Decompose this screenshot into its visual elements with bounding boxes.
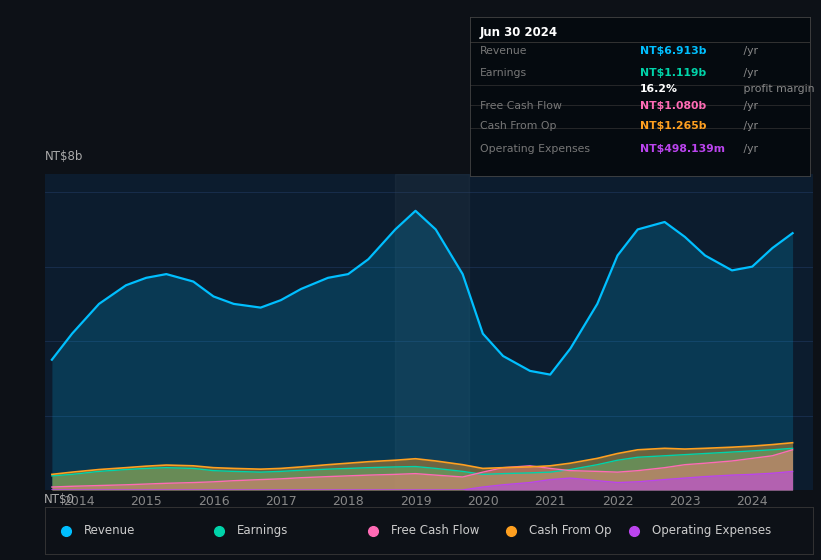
Text: Cash From Op: Cash From Op — [529, 524, 612, 537]
Text: Jun 30 2024: Jun 30 2024 — [479, 26, 558, 39]
Text: /yr: /yr — [741, 46, 759, 57]
Text: NT$8b: NT$8b — [45, 150, 84, 162]
Text: 16.2%: 16.2% — [640, 84, 678, 94]
Text: Cash From Op: Cash From Op — [479, 122, 557, 132]
Text: profit margin: profit margin — [741, 84, 815, 94]
Text: NT$1.265b: NT$1.265b — [640, 122, 706, 132]
Text: Revenue: Revenue — [84, 524, 135, 537]
Text: NT$1.080b: NT$1.080b — [640, 101, 706, 110]
Text: NT$0: NT$0 — [44, 493, 75, 506]
Text: /yr: /yr — [741, 68, 759, 78]
Text: /yr: /yr — [741, 144, 759, 153]
Text: /yr: /yr — [741, 122, 759, 132]
Text: Earnings: Earnings — [237, 524, 288, 537]
Text: /yr: /yr — [741, 101, 759, 110]
Text: NT$1.119b: NT$1.119b — [640, 68, 706, 78]
Text: NT$498.139m: NT$498.139m — [640, 144, 725, 153]
Text: Free Cash Flow: Free Cash Flow — [479, 101, 562, 110]
Text: Earnings: Earnings — [479, 68, 527, 78]
Text: Revenue: Revenue — [479, 46, 527, 57]
Bar — [395, 174, 470, 490]
Text: NT$6.913b: NT$6.913b — [640, 46, 706, 57]
Text: Free Cash Flow: Free Cash Flow — [391, 524, 479, 537]
Text: Operating Expenses: Operating Expenses — [652, 524, 771, 537]
Text: Operating Expenses: Operating Expenses — [479, 144, 589, 153]
